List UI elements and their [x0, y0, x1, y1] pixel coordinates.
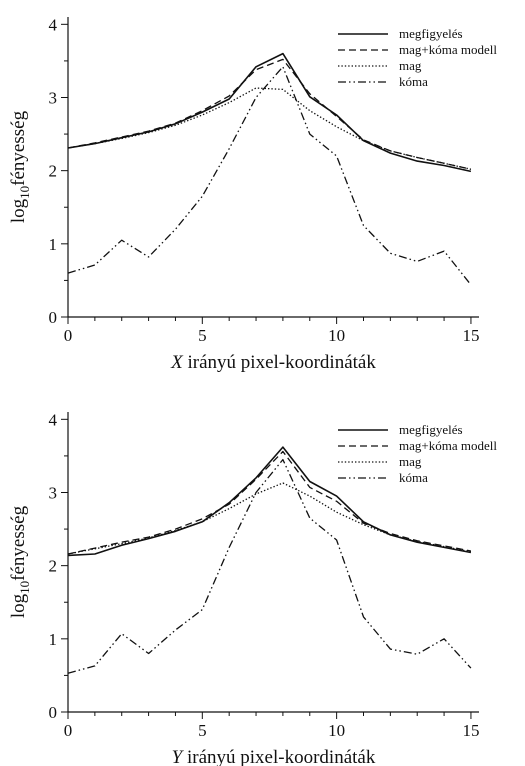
legend-label: mag+kóma modell [399, 438, 497, 453]
x-tick-label: 5 [198, 721, 207, 740]
series-line-mag-k-ma-modell [67, 58, 472, 170]
y-tick-label: 3 [49, 483, 58, 502]
legend-label: megfigyelés [399, 26, 463, 41]
y-tick-label: 1 [49, 630, 58, 649]
y-tick-label: 0 [49, 308, 58, 327]
x-tick-label: 10 [328, 721, 345, 740]
series-line-mag [67, 87, 472, 170]
y-tick-label: 0 [49, 703, 58, 722]
legend-label: megfigyelés [399, 422, 463, 437]
x-tick-label: 15 [462, 326, 479, 345]
legend-label: kóma [399, 470, 428, 485]
chart-panel-2: 0 5 10 15 0 1 2 3 4 Y irányú pixel-koordináták log… [8, 410, 497, 766]
y-tick-label: 4 [49, 410, 58, 429]
y-tick-label: 3 [49, 88, 58, 107]
y-tick-label: 2 [49, 162, 58, 181]
x-tick-label: 10 [328, 326, 345, 345]
y-axis-label: log10fényesség [8, 110, 32, 223]
series-line-mag-k-ma-modell [67, 450, 472, 555]
series-line-k-ma [67, 458, 472, 674]
y-tick-label: 2 [49, 557, 58, 576]
legend-label: kóma [399, 74, 428, 89]
series-line-mag [67, 482, 472, 555]
x-axis-label: Y irányú pixel-koordináták [172, 747, 376, 766]
legend-label: mag+kóma modell [399, 42, 497, 57]
chart-panel-1: 0 5 10 15 0 1 2 3 4 X irányú pixel-koordináták log… [8, 15, 497, 373]
x-tick-label: 0 [64, 326, 73, 345]
y-tick-label: 1 [49, 235, 58, 254]
x-tick-label: 15 [462, 721, 479, 740]
y-axis-label: log10fényesség [8, 505, 32, 618]
x-tick-label: 0 [64, 721, 73, 740]
series-line-megfigyel-s [67, 52, 472, 173]
legend-label: mag [399, 454, 422, 469]
y-tick-label: 4 [49, 15, 58, 34]
legend-label: mag [399, 58, 422, 73]
series-line-k-ma [67, 66, 472, 286]
x-tick-label: 5 [198, 326, 207, 345]
x-axis-label: X irányú pixel-koordináták [170, 352, 376, 373]
